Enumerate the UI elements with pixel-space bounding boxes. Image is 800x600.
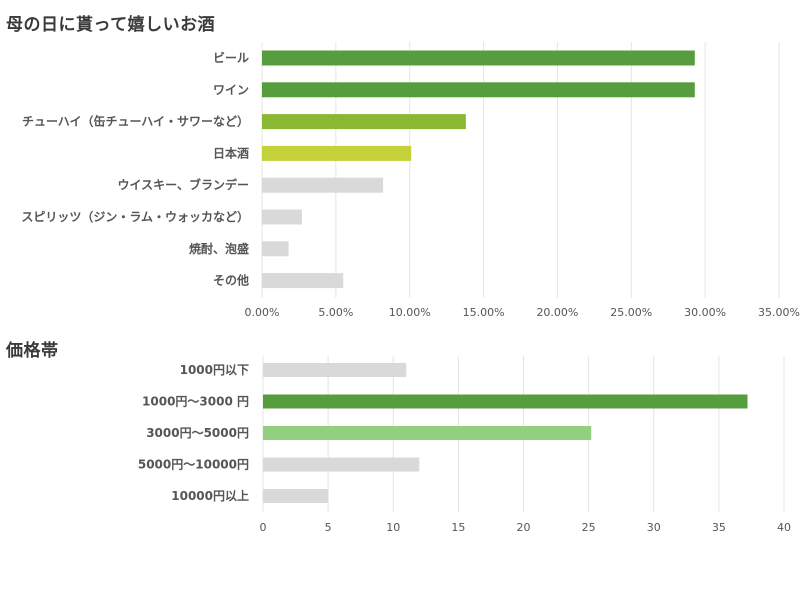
category-label: その他 — [213, 273, 249, 288]
x-tick-label: 10 — [386, 521, 400, 534]
bar — [263, 457, 420, 472]
category-label: 1000円～3000 円 — [142, 395, 249, 409]
bar — [263, 489, 329, 503]
x-tick-label: 5 — [325, 521, 332, 534]
x-tick-label: 15 — [451, 521, 465, 534]
x-tick-label: 15.00% — [463, 306, 505, 319]
x-tick-label: 10.00% — [389, 306, 431, 319]
category-label: ウイスキー、ブランデー — [117, 177, 249, 192]
category-label: 5000円～10000円 — [138, 458, 249, 472]
x-tick-label: 35 — [712, 521, 726, 534]
x-tick-label: 0.00% — [245, 306, 280, 319]
bar — [262, 241, 289, 257]
bar — [262, 145, 412, 161]
bar — [262, 114, 466, 130]
category-label: 1000円以下 — [180, 363, 249, 377]
category-label: ワイン — [213, 83, 249, 97]
category-label: チューハイ（缶チューハイ・サワーなど） — [22, 114, 249, 129]
bar — [263, 363, 407, 377]
category-label: スピリッツ（ジン・ラム・ウォッカなど） — [21, 209, 249, 224]
category-label: 日本酒 — [213, 145, 249, 160]
chart-title-price: 価格帯 — [6, 341, 59, 361]
x-tick-label: 20 — [517, 521, 531, 534]
x-tick-label: 40 — [777, 521, 791, 534]
category-label: 焼酎、泡盛 — [189, 241, 249, 256]
bar — [262, 50, 695, 66]
x-tick-label: 5.00% — [318, 306, 353, 319]
bar — [262, 82, 695, 98]
category-label: 10000円以上 — [171, 488, 249, 503]
bar — [262, 209, 302, 225]
x-tick-label: 0 — [260, 521, 267, 534]
bar — [262, 177, 384, 193]
category-label: 3000円～5000円 — [146, 426, 249, 440]
bar — [262, 273, 344, 289]
x-tick-label: 25 — [582, 521, 596, 534]
x-tick-label: 35.00% — [758, 306, 800, 319]
x-tick-label: 25.00% — [610, 306, 652, 319]
x-tick-label: 30 — [647, 521, 661, 534]
x-tick-label: 20.00% — [536, 306, 578, 319]
chart-title-drinks: 母の日に貰って嬉しいお酒 — [6, 15, 216, 35]
bar — [263, 426, 592, 440]
x-tick-label: 30.00% — [684, 306, 726, 319]
bar — [263, 394, 748, 409]
category-label: ビール — [213, 50, 249, 65]
